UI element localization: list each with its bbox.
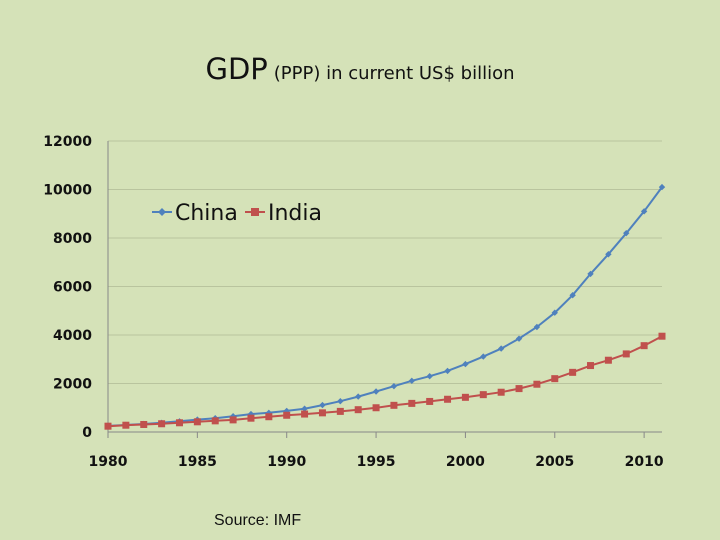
- india-data-point: [354, 406, 362, 414]
- india-data-point: [265, 413, 273, 421]
- china-data-point: [640, 208, 648, 215]
- china-data-point: [533, 323, 541, 331]
- x-tick-label: 1985: [178, 454, 217, 470]
- india-data-point: [569, 368, 577, 376]
- chart-title-sub: (PPP) in current US$ billion: [273, 63, 515, 84]
- india-data-point: [283, 411, 291, 419]
- china-data-point: [426, 373, 433, 380]
- legend-label-china: China: [175, 201, 238, 226]
- china-data-point: [462, 360, 469, 368]
- india-data-point: [622, 350, 630, 358]
- x-tick-label: 1980: [89, 454, 128, 470]
- china-data-point: [444, 367, 451, 375]
- india-data-point: [604, 356, 612, 364]
- china-data-point: [337, 398, 344, 405]
- china-data-point: [319, 401, 326, 409]
- china-data-point: [480, 353, 487, 360]
- india-data-point: [140, 420, 148, 428]
- india-data-point: [515, 385, 523, 393]
- india-data-point: [390, 401, 398, 409]
- india-data-point: [301, 410, 309, 418]
- china-data-point: [658, 183, 666, 191]
- india-data-point: [461, 393, 469, 401]
- china-data-point: [497, 345, 505, 352]
- china-data-point: [301, 405, 308, 412]
- india-data-point: [497, 388, 505, 396]
- x-tick-label: 2005: [535, 454, 574, 470]
- china-data-point: [587, 270, 594, 278]
- china-data-point: [605, 251, 612, 258]
- india-data-point: [193, 418, 201, 426]
- india-data-point: [158, 420, 166, 428]
- legend-china-marker: [158, 208, 166, 216]
- china-data-point: [354, 393, 362, 400]
- india-data-point: [658, 332, 666, 340]
- y-tick-label: 4000: [53, 328, 92, 344]
- china-data-point: [569, 292, 576, 299]
- y-tick-label: 6000: [53, 280, 92, 296]
- china-data-point: [408, 377, 416, 385]
- china-data-point: [229, 413, 237, 420]
- china-data-point: [623, 229, 630, 237]
- china-data-point: [372, 388, 380, 395]
- legend-label-india: India: [268, 201, 322, 226]
- legend-india-marker: [251, 208, 259, 216]
- india-data-point: [122, 421, 130, 429]
- india-data-point: [479, 391, 487, 399]
- india-data-point: [229, 416, 237, 424]
- x-tick-label: 2010: [625, 454, 664, 470]
- x-tick-label: 1995: [357, 454, 396, 470]
- source-note: Source: IMF: [214, 512, 302, 529]
- chart-title: GDP (PPP) in current US$ billion: [0, 52, 720, 86]
- india-data-point: [104, 422, 112, 430]
- india-data-point: [444, 395, 452, 403]
- india-data-point: [247, 414, 255, 422]
- y-tick-label: 8000: [53, 231, 92, 247]
- india-data-point: [587, 362, 595, 370]
- india-data-point: [640, 342, 648, 350]
- india-data-point: [408, 399, 416, 407]
- india-data-point: [533, 380, 541, 388]
- china-data-point: [515, 335, 523, 342]
- x-tick-label: 2000: [446, 454, 485, 470]
- india-data-point: [551, 375, 559, 383]
- y-tick-label: 0: [82, 425, 92, 441]
- india-data-point: [318, 409, 326, 417]
- china-data-point: [390, 382, 398, 390]
- y-tick-label: 10000: [43, 183, 92, 199]
- india-data-point: [426, 397, 434, 405]
- x-tick-label: 1990: [267, 454, 306, 470]
- india-data-point: [372, 404, 380, 412]
- china-data-point: [551, 309, 558, 316]
- y-tick-label: 12000: [43, 134, 92, 150]
- india-data-point: [211, 417, 219, 425]
- china-data-point: [247, 410, 255, 418]
- india-series-line: [107, 335, 663, 428]
- y-tick-label: 2000: [53, 377, 92, 393]
- chart-title-main: GDP: [205, 52, 268, 86]
- india-data-point: [336, 407, 344, 415]
- india-data-point: [175, 419, 183, 427]
